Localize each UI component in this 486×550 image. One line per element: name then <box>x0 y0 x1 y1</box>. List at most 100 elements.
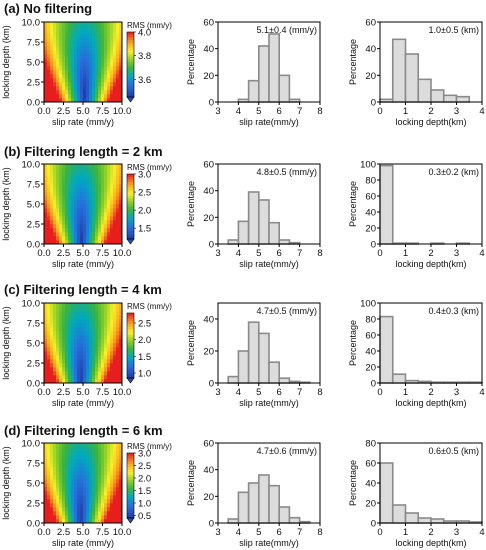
heatmap-cell <box>56 347 60 352</box>
heatmap-cell <box>59 467 63 472</box>
heatmap-cell <box>65 216 69 221</box>
heatmap-cell <box>74 98 78 103</box>
heatmap-cell <box>53 507 57 512</box>
y-tick-label: 0 <box>209 98 214 109</box>
heatmap-cell <box>107 38 111 43</box>
heatmap-cell <box>62 46 66 51</box>
heatmap-cell <box>107 228 111 233</box>
heatmap-cell <box>53 379 57 384</box>
heatmap-cell <box>50 26 54 31</box>
heatmap-cell <box>110 335 114 340</box>
heatmap-cell <box>50 479 54 484</box>
histogram-bar <box>227 375 240 384</box>
heatmap-cell <box>95 379 99 384</box>
heatmap-cell <box>101 515 105 520</box>
heatmap-cell <box>50 50 54 55</box>
heatmap-cell <box>95 487 99 492</box>
heatmap-cell <box>74 42 78 47</box>
heatmap-cell <box>104 82 108 87</box>
heatmap-cell <box>101 311 105 316</box>
heatmap-cell <box>89 172 93 177</box>
heatmap-cell <box>56 363 60 368</box>
heatmap-cell <box>119 463 123 468</box>
heatmap-cell <box>119 184 123 189</box>
heatmap-cell <box>119 192 123 197</box>
heatmap-cell <box>44 220 48 225</box>
heatmap-cell <box>50 70 54 75</box>
heatmap-cell <box>101 38 105 43</box>
heatmap-cell <box>50 319 54 324</box>
heatmap-cell <box>116 495 120 500</box>
heatmap-cell <box>65 343 69 348</box>
heatmap-cell <box>110 467 114 472</box>
heatmap-cell <box>65 479 69 484</box>
heatmap-cell <box>89 487 93 492</box>
heatmap-cell <box>77 519 81 524</box>
heatmap-cell <box>47 70 51 75</box>
heatmap-cell <box>83 66 87 71</box>
heatmap-cell <box>119 515 123 520</box>
heatmap-cell <box>98 515 102 520</box>
heatmap-cell <box>95 38 99 43</box>
heatmap-cell <box>119 240 123 245</box>
heatmap-cell <box>86 200 90 205</box>
heatmap-cell <box>77 30 81 35</box>
heatmap-cell <box>119 443 123 448</box>
heatmap-cell <box>68 90 72 95</box>
heatmap-cell <box>68 379 72 384</box>
heatmap-cell <box>71 503 75 508</box>
heatmap-cell <box>113 224 117 229</box>
heatmap-cell <box>95 184 99 189</box>
heatmap-cell <box>83 164 87 169</box>
y-axis-label: Percentage <box>348 320 358 366</box>
heatmap-cell <box>101 30 105 35</box>
heatmap-cell <box>65 327 69 332</box>
colorbar-segment <box>127 201 134 205</box>
heatmap-cell <box>98 240 102 245</box>
heatmap-cell <box>86 224 90 229</box>
heatmap-cell <box>107 232 111 237</box>
heatmap-cell <box>83 351 87 356</box>
colorbar-segment <box>127 331 134 335</box>
heatmap-cell <box>104 236 108 241</box>
heatmap-cell <box>47 22 51 27</box>
heatmap-cell <box>110 451 114 456</box>
heatmap-cell <box>95 46 99 51</box>
heatmap-cell <box>107 34 111 39</box>
heatmap-cell <box>86 30 90 35</box>
heatmap-cell <box>53 339 57 344</box>
heatmap-cell <box>95 228 99 233</box>
x-tick-label: 7.5 <box>96 248 109 259</box>
heatmap-cell <box>59 164 63 169</box>
heatmap-cell <box>104 339 108 344</box>
x-tick-label: 3 <box>454 106 459 117</box>
colorbar-segment <box>127 48 134 52</box>
heatmap-cell <box>47 455 51 460</box>
heatmap-cell <box>56 66 60 71</box>
heatmap-cell <box>68 66 72 71</box>
heatmap-cell <box>113 311 117 316</box>
heatmap-cell <box>101 491 105 496</box>
heatmap-cell <box>56 98 60 103</box>
heatmap-cell <box>62 200 66 205</box>
heatmap-cell <box>119 86 123 91</box>
y-tick-label: 20 <box>203 213 214 224</box>
heatmap-cell <box>110 90 114 95</box>
heatmap-cell <box>113 78 117 83</box>
heatmap-cell <box>95 66 99 71</box>
heatmap-cell <box>86 303 90 308</box>
y-tick-label: 7.5 <box>27 38 40 49</box>
heatmap-cell <box>101 451 105 456</box>
heatmap-cell <box>116 168 120 173</box>
heatmap-cell <box>44 62 48 67</box>
heatmap-cell <box>101 499 105 504</box>
heatmap-cell <box>101 503 105 508</box>
heatmap-cell <box>62 228 66 233</box>
colorbar-segment <box>127 337 134 341</box>
heatmap-cell <box>74 499 78 504</box>
heatmap-cell <box>89 62 93 67</box>
heatmap-cell <box>56 467 60 472</box>
y-tick-label: 60 <box>365 192 376 203</box>
heatmap-cell <box>116 228 120 233</box>
heatmap-cell <box>119 507 123 512</box>
